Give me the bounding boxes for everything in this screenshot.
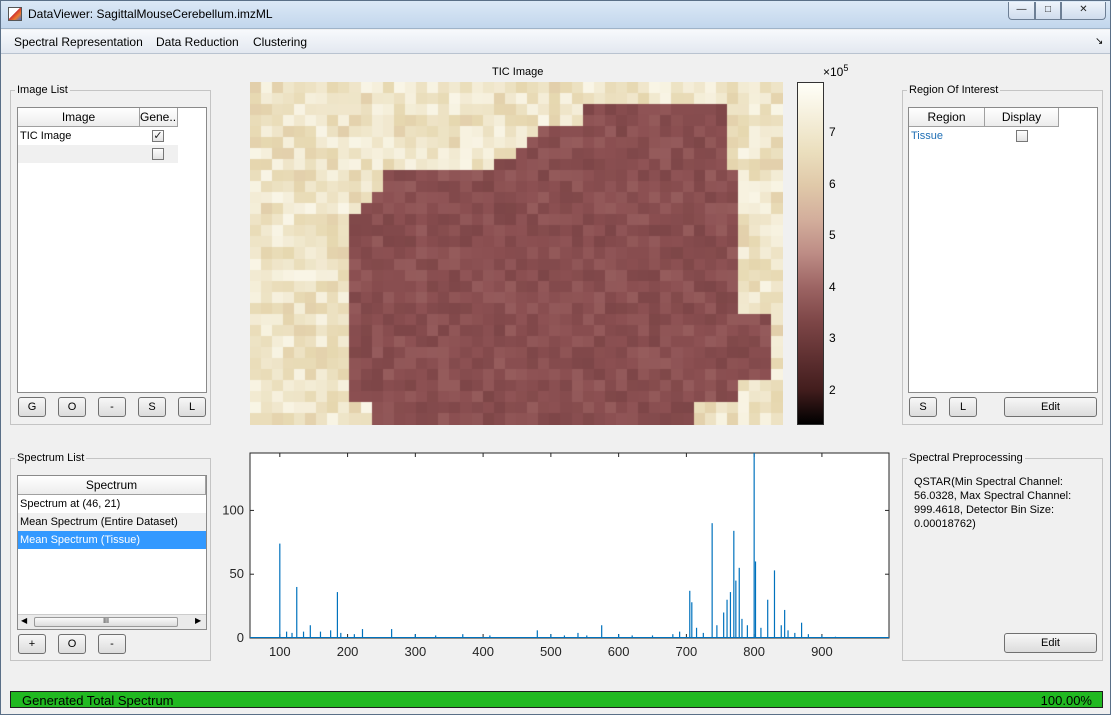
- x-tick-label: 200: [337, 644, 359, 659]
- image-name: TIC Image: [20, 130, 72, 142]
- spectrum-list-table[interactable]: Spectrum Spectrum at (46, 21) Mean Spect…: [17, 475, 207, 630]
- tic-image-heatmap[interactable]: [250, 82, 783, 425]
- menu-clustering[interactable]: Clustering: [253, 35, 308, 49]
- load-roi-button[interactable]: L: [949, 397, 977, 417]
- x-tick-label: 800: [743, 644, 765, 659]
- colorbar-tick: 4: [829, 280, 836, 294]
- column-header-spectrum[interactable]: Spectrum: [18, 476, 206, 495]
- roi-title: Region Of Interest: [907, 84, 1001, 96]
- edit-roi-button[interactable]: Edit: [1004, 397, 1097, 417]
- x-tick-label: 300: [404, 644, 426, 659]
- y-tick-label: 0: [237, 630, 244, 645]
- menu-bar: Spectral Representation Data Reduction C…: [1, 30, 1110, 54]
- checkbox-display-tissue[interactable]: [1016, 130, 1028, 142]
- x-tick-label: 900: [811, 644, 833, 659]
- colorbar-exponent: ×105: [823, 63, 849, 79]
- x-tick-label: 700: [676, 644, 698, 659]
- maximize-button[interactable]: □: [1035, 2, 1061, 20]
- plot-area: [249, 452, 890, 639]
- column-header-generated[interactable]: Gene...: [140, 108, 178, 127]
- roi-panel: Region Of Interest: [902, 84, 1103, 425]
- y-tick-label: 50: [230, 566, 244, 581]
- window-title: DataViewer: SagittalMouseCerebellum.imzM…: [28, 7, 273, 21]
- save-image-button[interactable]: S: [138, 397, 166, 417]
- menu-overflow-icon[interactable]: ↘: [1095, 36, 1104, 47]
- menu-spectral-representation[interactable]: Spectral Representation: [14, 35, 143, 49]
- title-bar: DataViewer: SagittalMouseCerebellum.imzM…: [1, 1, 1110, 29]
- column-header-region[interactable]: Region: [909, 108, 985, 127]
- region-name: Tissue: [911, 130, 943, 142]
- options-button[interactable]: O: [58, 397, 86, 417]
- spectrum-plot[interactable]: 100 200 300 400 500 600 700 800 900 0 50 100: [211, 441, 901, 666]
- preprocessing-title: Spectral Preprocessing: [907, 452, 1025, 464]
- tic-image-title: TIC Image: [492, 66, 544, 78]
- horizontal-scrollbar[interactable]: ◀ III ▶: [18, 614, 206, 629]
- scrollbar-thumb[interactable]: III: [34, 617, 178, 627]
- menu-data-reduction[interactable]: Data Reduction: [156, 35, 239, 49]
- colorbar-tick: 7: [829, 125, 836, 139]
- spectrum-options-button[interactable]: O: [58, 634, 86, 654]
- table-row[interactable]: Tissue: [909, 127, 1059, 145]
- save-roi-button[interactable]: S: [909, 397, 937, 417]
- progress-bar: Generated Total Spectrum 100.00%: [10, 691, 1103, 708]
- roi-table[interactable]: Region Display Tissue: [908, 107, 1098, 393]
- list-item[interactable]: Mean Spectrum (Tissue): [18, 531, 206, 549]
- remove-image-button[interactable]: -: [98, 397, 126, 417]
- list-item[interactable]: Mean Spectrum (Entire Dataset): [18, 513, 206, 531]
- column-header-image[interactable]: Image: [18, 108, 140, 127]
- list-item[interactable]: Spectrum at (46, 21): [20, 498, 121, 510]
- x-tick-label: 600: [608, 644, 630, 659]
- colorbar-tick: 6: [829, 177, 836, 191]
- column-header-display[interactable]: Display: [985, 108, 1059, 127]
- image-list-panel: Image List: [10, 84, 211, 425]
- status-text: Generated Total Spectrum: [22, 693, 174, 708]
- colorbar-tick: 2: [829, 383, 836, 397]
- scroll-left-icon[interactable]: ◀: [21, 616, 28, 625]
- x-tick-label: 500: [540, 644, 562, 659]
- table-row[interactable]: TIC Image: [18, 127, 178, 145]
- colorbar-tick: 3: [829, 331, 836, 345]
- colorbar-tick: 5: [829, 228, 836, 242]
- minimize-button[interactable]: —: [1008, 2, 1035, 20]
- x-tick-label: 400: [472, 644, 494, 659]
- image-list-table[interactable]: Image Gene... TIC Image ✓: [17, 107, 207, 393]
- add-spectrum-button[interactable]: +: [18, 634, 46, 654]
- edit-preprocessing-button[interactable]: Edit: [1004, 633, 1097, 653]
- remove-spectrum-button[interactable]: -: [98, 634, 126, 654]
- checkbox-empty-generated[interactable]: [152, 148, 164, 160]
- x-tick-label: 100: [269, 644, 291, 659]
- scroll-right-icon[interactable]: ▶: [195, 616, 202, 625]
- table-row[interactable]: [18, 145, 178, 163]
- matlab-logo-icon: [8, 7, 22, 21]
- y-tick-label: 100: [222, 502, 244, 517]
- colorbar: [797, 82, 824, 425]
- preprocessing-panel: Spectral Preprocessing: [902, 452, 1103, 661]
- progress-fill: [11, 692, 1102, 707]
- load-image-button[interactable]: L: [178, 397, 206, 417]
- status-percent: 100.00%: [1040, 693, 1092, 708]
- preprocessing-description: QSTAR(Min Spectral Channel: 56.0328, Max…: [914, 476, 1072, 530]
- generate-button[interactable]: G: [18, 397, 46, 417]
- spectrum-list-title: Spectrum List: [15, 452, 87, 464]
- checkbox-tic-generated[interactable]: ✓: [152, 130, 164, 142]
- spectrum-list-panel: Spectrum List: [10, 452, 211, 661]
- close-button[interactable]: ✕: [1061, 2, 1106, 20]
- image-list-title: Image List: [15, 84, 70, 96]
